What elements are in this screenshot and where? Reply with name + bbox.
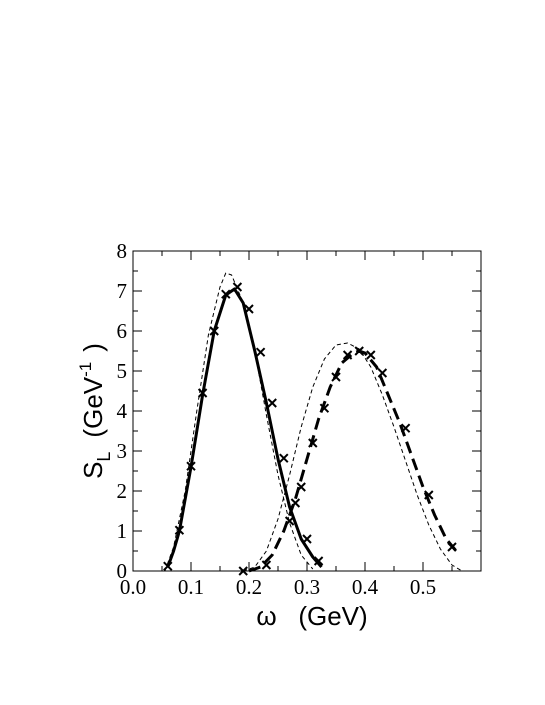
- cross-marker: [238, 566, 248, 576]
- y-axis-label: SL (GeV-1): [76, 343, 114, 479]
- y-tick-label: 0: [117, 559, 128, 583]
- cross-marker: [163, 561, 173, 571]
- cross-marker: [284, 516, 295, 526]
- y-tick-label: 1: [117, 519, 128, 543]
- y-tick-label: 3: [117, 439, 128, 463]
- cross-marker: [197, 388, 208, 398]
- cross-marker: [255, 347, 266, 357]
- x-tick-label: 0.3: [294, 575, 320, 599]
- y-label-sup: -1: [76, 362, 95, 377]
- y-label-close: ): [78, 343, 108, 352]
- cross-marker: [400, 423, 411, 433]
- x-tick-label: 0.1: [178, 575, 204, 599]
- cross-marker: [447, 542, 457, 552]
- cross-marker: [331, 372, 341, 382]
- x-tick-label: 0.5: [410, 575, 436, 599]
- y-label-text: SL (GeV-1): [76, 343, 114, 479]
- cross-marker: [261, 560, 272, 570]
- cross-marker: [186, 461, 196, 471]
- cross-marker: [302, 534, 312, 544]
- y-tick-label: 8: [117, 239, 128, 263]
- x-tick-label: 0.0: [120, 575, 146, 599]
- curve: [166, 287, 323, 568]
- cross-marker: [366, 350, 376, 360]
- y-tick-label: 2: [117, 479, 128, 503]
- cross-marker: [232, 282, 243, 292]
- y-label-sub: L: [94, 452, 114, 462]
- cross-marker: [424, 490, 434, 500]
- plot-frame: [132, 250, 482, 572]
- cross-marker: [308, 438, 318, 448]
- y-label-main: S: [78, 462, 108, 479]
- y-tick-label: 4: [117, 399, 128, 423]
- cross-marker: [209, 326, 219, 336]
- cross-marker: [296, 482, 306, 492]
- curve: [248, 349, 459, 573]
- y-tick-label: 7: [117, 279, 128, 303]
- x-axis-label: ω (GeV): [256, 601, 367, 631]
- cross-marker: [319, 403, 330, 413]
- curve: [243, 342, 461, 572]
- y-label-unit: (GeV: [78, 376, 108, 437]
- cross-marker: [267, 398, 277, 408]
- y-tick-label: 5: [117, 359, 128, 383]
- cross-marker: [279, 453, 289, 463]
- cross-marker: [244, 304, 254, 314]
- x-tick-label: 0.4: [352, 575, 379, 599]
- cross-marker: [221, 289, 231, 299]
- y-tick-label: 6: [117, 319, 128, 343]
- cross-marker: [313, 556, 324, 566]
- cross-marker: [342, 350, 353, 360]
- x-tick-label: 0.2: [236, 575, 262, 599]
- curve: [164, 272, 314, 572]
- cross-marker: [377, 368, 388, 378]
- cross-marker: [354, 346, 364, 356]
- cross-marker: [174, 525, 185, 535]
